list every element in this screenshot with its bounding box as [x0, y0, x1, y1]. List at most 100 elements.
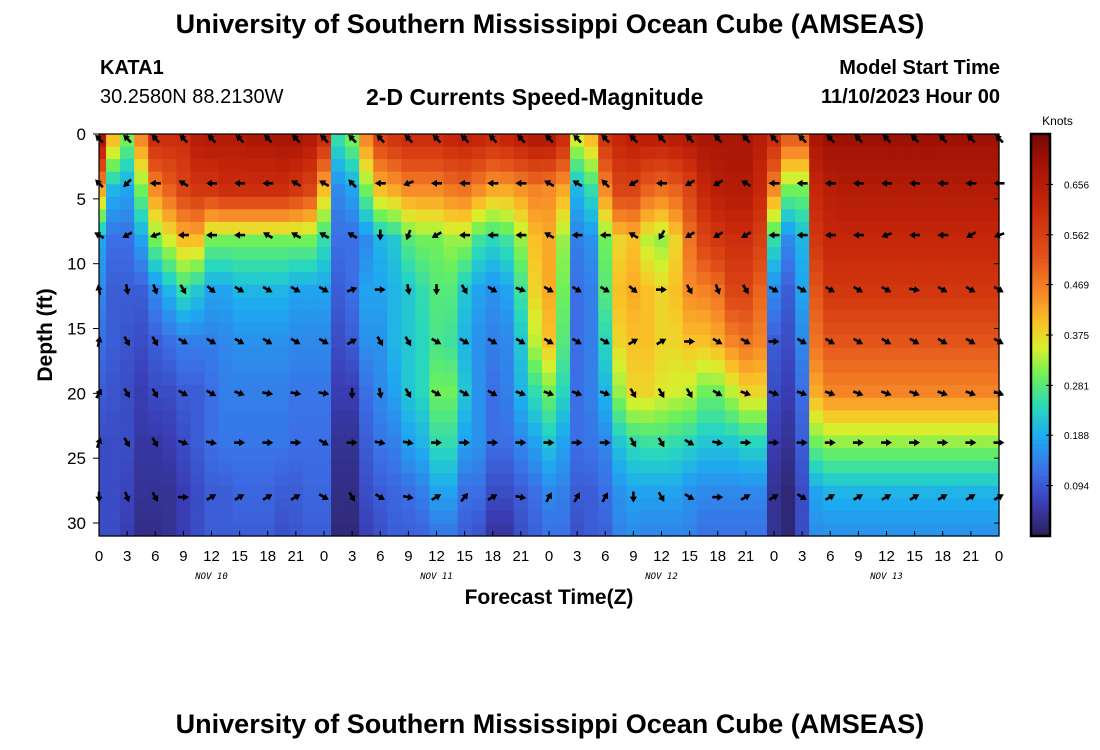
heatmap-cell: [752, 297, 768, 311]
current-arrow: [937, 285, 948, 293]
current-arrow: [263, 134, 273, 144]
heatmap-cell: [935, 523, 951, 537]
heatmap-cell: [823, 510, 838, 525]
heatmap-cell: [274, 171, 290, 185]
heatmap-cell: [654, 234, 670, 248]
current-arrow: [571, 231, 583, 239]
heatmap-cell: [823, 159, 838, 173]
heatmap-cell: [865, 485, 881, 499]
heatmap-cell: [359, 146, 374, 160]
arrow-head: [151, 440, 159, 448]
heatmap-cell: [696, 247, 712, 261]
heatmap-cell: [809, 397, 824, 411]
heatmap-cell: [345, 510, 360, 525]
heatmap-cell: [471, 272, 487, 286]
heatmap-cell: [401, 523, 416, 537]
heatmap-cell: [176, 184, 191, 198]
heatmap-cell: [710, 498, 726, 512]
x-tick-label: 6: [826, 548, 834, 565]
heatmap-cell: [752, 460, 768, 474]
current-arrow: [123, 134, 132, 144]
arrow-head: [294, 389, 302, 397]
heatmap-cell: [232, 372, 248, 386]
heatmap-cell: [260, 196, 276, 210]
arrow-head: [181, 439, 189, 446]
current-arrow: [515, 389, 526, 397]
heatmap-cell: [724, 297, 740, 311]
current-arrow: [431, 179, 442, 187]
heatmap-cell: [148, 309, 163, 324]
heatmap-cell: [851, 297, 866, 311]
heatmap-cell: [106, 473, 121, 487]
heatmap-cell: [724, 485, 740, 499]
heatmap-cell: [120, 146, 135, 160]
heatmap-cell: [288, 196, 304, 210]
heatmap-cell: [668, 309, 684, 324]
heatmap-cell: [598, 485, 613, 499]
heatmap-cell: [106, 134, 121, 148]
heatmap-cell: [99, 234, 107, 248]
heatmap-cell: [499, 435, 515, 449]
arrow-head: [295, 439, 302, 447]
heatmap-cell: [485, 221, 501, 236]
heatmap-cell: [724, 397, 740, 411]
heatmap-cell: [387, 209, 402, 223]
arrow-shaft: [852, 496, 859, 501]
heatmap-cell: [809, 221, 824, 236]
heatmap-cell: [190, 397, 206, 411]
arrow-head: [123, 339, 130, 347]
heatmap-cell: [893, 234, 909, 248]
heatmap-cell: [682, 184, 698, 198]
arrow-head: [995, 134, 1002, 142]
arrow-head: [968, 286, 976, 293]
heatmap-cell: [991, 473, 1000, 487]
arrow-shaft: [290, 337, 297, 343]
heatmap-cell: [921, 347, 937, 361]
arrow-head: [715, 338, 723, 345]
heatmap-cell: [232, 309, 248, 324]
heatmap-cell: [106, 385, 121, 399]
heatmap-cell: [640, 221, 656, 236]
heatmap-cell: [359, 134, 374, 148]
heatmap-cell: [204, 272, 220, 286]
arrow-shaft: [824, 285, 831, 291]
heatmap-cell: [429, 259, 445, 273]
current-arrow: [854, 134, 864, 144]
heatmap-cell: [232, 209, 248, 223]
heatmap-cell: [99, 347, 107, 361]
heatmap-cell: [359, 460, 374, 474]
heatmap-cell: [457, 159, 473, 173]
current-arrow: [966, 231, 977, 238]
heatmap-cell: [710, 209, 726, 223]
arrow-head: [151, 494, 159, 502]
heatmap-cell: [640, 272, 656, 286]
y-tick-label: 20: [67, 384, 86, 403]
heatmap-cell: [120, 360, 135, 374]
heatmap-cell: [106, 272, 121, 286]
heatmap-cell: [541, 247, 557, 261]
heatmap-cell: [204, 347, 220, 361]
arrow-shaft: [179, 284, 185, 290]
arrow-shaft: [657, 387, 663, 394]
arrow-head: [658, 391, 665, 399]
x-tick-label: 6: [601, 548, 609, 565]
heatmap-cell: [598, 272, 613, 286]
current-arrow: [824, 389, 836, 397]
current-arrow: [178, 180, 189, 188]
heatmap-cell: [738, 397, 754, 411]
heatmap-cell: [921, 498, 937, 512]
arrow-head: [659, 338, 667, 345]
arrow-shaft: [629, 387, 635, 394]
heatmap-cell: [612, 347, 627, 361]
heatmap-cell: [359, 234, 374, 248]
heatmap-cell: [218, 397, 234, 411]
heatmap-cell: [457, 448, 473, 462]
heatmap-cell: [288, 397, 304, 411]
current-arrow: [573, 492, 580, 503]
heatmap-cell: [401, 221, 416, 236]
heatmap-cell: [443, 297, 459, 311]
heatmap-cell: [387, 385, 402, 399]
arrow-head: [237, 494, 245, 501]
heatmap-cell: [429, 360, 445, 374]
heatmap-cell: [654, 309, 670, 324]
